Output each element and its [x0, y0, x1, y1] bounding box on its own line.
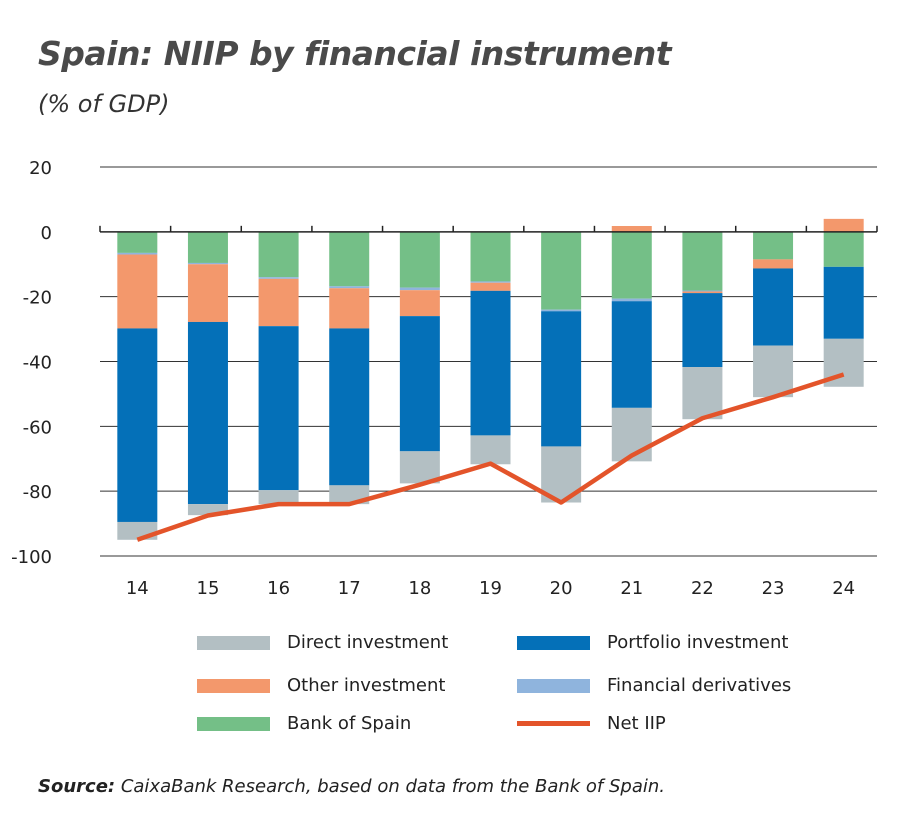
legend-label: Other investment: [287, 675, 446, 696]
bar-segment: [682, 291, 723, 294]
bar-segment: [823, 218, 864, 232]
bar-segment: [611, 225, 652, 232]
x-tick-label: 24: [832, 578, 855, 599]
legend-label: Direct investment: [287, 632, 449, 653]
legend-item: Other investment: [197, 675, 445, 696]
y-tick-label: -80: [23, 482, 52, 503]
bar-segment: [470, 435, 511, 465]
x-tick-label: 18: [408, 578, 431, 599]
bar-segment: [399, 231, 440, 288]
bar-segment: [258, 490, 299, 505]
bar-segment: [329, 286, 370, 289]
bar-segment: [258, 277, 299, 279]
legend-label: Net IIP: [607, 713, 666, 734]
bar-segment: [470, 231, 511, 282]
legend-swatch: [197, 716, 270, 731]
x-tick-label: 22: [691, 578, 714, 599]
x-tick-label: 16: [267, 578, 290, 599]
bar-segment: [682, 367, 723, 420]
y-tick-label: 0: [41, 223, 52, 244]
bar-segment: [399, 290, 440, 317]
bar-segment: [470, 282, 511, 291]
chart-subtitle: (% of GDP): [38, 90, 170, 118]
bar-segment: [611, 298, 652, 302]
source-label: Source:: [38, 776, 116, 797]
x-tick-label: 23: [762, 578, 785, 599]
bar-segment: [611, 301, 652, 408]
bar-segment: [682, 293, 723, 368]
legend-item: Portfolio investment: [517, 632, 788, 653]
x-tick-label: 14: [126, 578, 149, 599]
y-tick-label: -60: [23, 417, 52, 438]
bar-segment: [187, 264, 228, 322]
legend-swatch: [517, 635, 590, 650]
source-text: CaixaBank Research, based on data from t…: [115, 776, 666, 797]
bar-segment: [187, 262, 228, 265]
chart-plot: 20 0 -20 -40 -60 -80 -100 14 15 16 17 18 19 20 21 22 23 2…: [11, 158, 878, 599]
bar-segment: [117, 231, 158, 253]
legend-item: Net IIP: [517, 713, 666, 734]
bar-segment: [753, 259, 794, 269]
bar-segment: [187, 321, 228, 505]
bar-segment: [753, 268, 794, 346]
x-tick-label: 19: [479, 578, 502, 599]
legend-label: Bank of Spain: [287, 713, 412, 734]
bar-segment: [470, 281, 511, 283]
y-tick-label: 20: [29, 158, 52, 179]
bar-segment: [329, 328, 370, 486]
chart-title: Spain: NIIP by financial instrument: [38, 34, 672, 73]
x-tick-label: 17: [338, 578, 361, 599]
x-tick-label: 20: [550, 578, 573, 599]
legend-swatch: [197, 678, 270, 693]
bar-segment: [470, 290, 511, 436]
bar-segment: [187, 231, 228, 263]
bar-segment: [823, 231, 864, 267]
bar-segment: [541, 309, 582, 312]
bar-segment: [823, 266, 864, 339]
bar-segment: [329, 231, 370, 287]
legend-swatch: [197, 635, 270, 650]
bar-segment: [117, 254, 158, 329]
bar-segment: [541, 231, 582, 310]
bar-segment: [329, 288, 370, 329]
bar-segment: [541, 311, 582, 447]
legend-item: Bank of Spain: [197, 713, 411, 734]
bar-segment: [399, 287, 440, 291]
bar-segment: [753, 345, 794, 398]
legend-label: Financial derivatives: [607, 675, 792, 696]
legend-item: Direct investment: [197, 632, 448, 653]
bar-segment: [399, 316, 440, 452]
bar-segment: [682, 290, 723, 292]
bar-segment: [682, 231, 723, 291]
legend-item: Financial derivatives: [517, 675, 791, 696]
bar-segment: [611, 407, 652, 462]
bar-segment: [753, 231, 794, 260]
legend-label: Portfolio investment: [607, 632, 789, 653]
bar-segment: [399, 451, 440, 484]
y-tick-label: -40: [23, 353, 52, 374]
bar-segment: [187, 504, 228, 516]
legend-swatch: [517, 678, 590, 693]
bar-segment: [611, 231, 652, 299]
bar-segment: [117, 328, 158, 522]
source-note: Source: CaixaBank Research, based on dat…: [38, 776, 665, 797]
x-tick-label: 21: [620, 578, 643, 599]
y-tick-label: -100: [11, 547, 52, 568]
bar-segment: [258, 231, 299, 278]
legend-swatch: [517, 721, 590, 726]
bar-segment: [117, 252, 158, 255]
bar-segment: [258, 278, 299, 327]
y-tick-label: -20: [23, 288, 52, 309]
bar-segment: [258, 326, 299, 491]
x-tick-label: 15: [197, 578, 220, 599]
